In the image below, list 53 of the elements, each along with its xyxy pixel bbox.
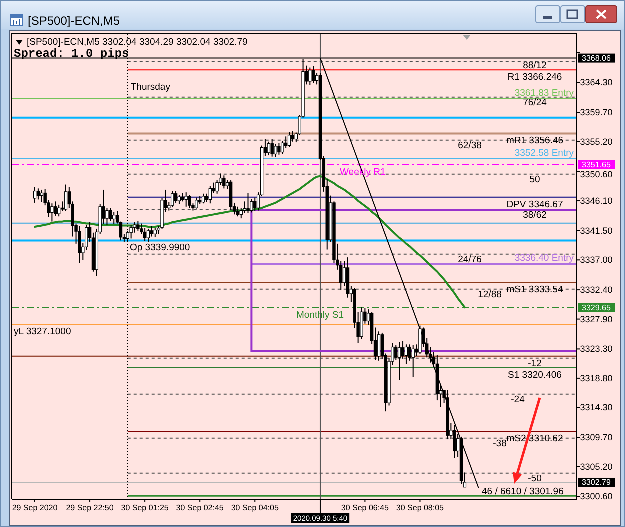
y-tick-label: 3305.20 [580,462,613,472]
y-tick-label: 3341.50 [580,226,613,236]
annotation: 76/24 [523,97,547,108]
x-tick-label: 29 Sep 22:50 [66,504,114,512]
y-tick-label: 3309.70 [580,432,613,443]
text: Thursday [130,82,170,93]
x-tick-label: 29 Sep 2020 [12,504,58,512]
y-tick-label: 3355.20 [580,136,613,147]
chart-title: [SP500]-ECN,M5 [28,14,120,28]
y-tick-label: 3351.65 [582,160,612,170]
y-tick-label: 3332.40 [580,285,613,296]
ref-line-label: yL 3327.1000 [14,326,72,338]
ref-line-label: 3336.40 Entry [514,253,574,264]
x-tick-label: 30 Sep 08:05 [396,504,445,512]
annotation: 88/12 [523,60,547,72]
y-tick-label: 3323.30 [580,344,613,354]
x-tick-label: 30 Sep 02:45 [176,504,224,512]
y-tick-label: 3364.30 [580,78,613,88]
ref-line-label: mS2 3310.62 [506,434,564,445]
annotation: 62/38 [458,140,482,152]
annotation: 12/88 [478,289,502,300]
ref-line-label: 3361.83 Entry [514,88,574,99]
ref-line-label: mS1 3333.54 [506,284,564,296]
y-tick-label: 3346.10 [580,196,613,206]
ref-line-label: S1 3320.406 [508,370,562,382]
y-tick-label: 3327.90 [580,314,613,324]
y-tick-label: 3329.65 [582,303,612,312]
x-tick-label: 30 Sep 04:05 [231,504,280,512]
y-tick-label: 3350.60 [580,170,613,180]
annotation: 24/76 [458,254,482,266]
y-tick-label: 3337.00 [580,255,613,266]
annotation: 46 / 6610 / 3301.96 [482,486,564,498]
annotation: -50 [528,473,542,484]
y-tick-label: 3302.79 [582,478,612,487]
y-tick-label: 3318.80 [580,373,613,384]
ref-line-label: R1 3366.246 [508,72,562,84]
annotation: -24 [511,394,525,406]
y-tick-label: 3314.30 [580,402,613,413]
annotation: -12 [528,358,542,370]
ref-line-label: DPV 3346.67 [506,199,564,210]
x-tick-label: 30 Sep 06:45 [341,504,390,512]
ref-line-label: Op 3339.9900 [130,242,190,254]
x-tick-label: 30 Sep 01:25 [121,504,170,512]
annotation: 50 [530,174,540,186]
chart-subtitle: [SP500]-ECN,M5 3302.04 3304.29 3302.04 3302.79 [27,37,248,48]
annotation: Spread: 1.0 pips [14,47,130,61]
y-tick-label: 3359.70 [580,108,613,118]
ref-line-label: mR1 3356.46 [506,136,564,147]
y-tick-label: 3368.06 [582,54,612,63]
y-tick-label: 3300.60 [580,492,613,502]
annotation: -38 [493,438,507,450]
ref-line-label: 3352.58 Entry [514,148,574,159]
annotation: 38/62 [523,210,547,222]
